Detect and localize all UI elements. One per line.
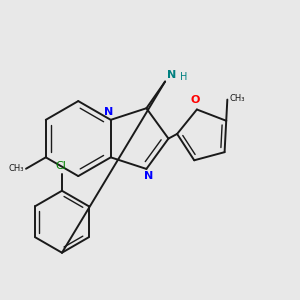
Text: N: N	[167, 70, 176, 80]
Text: CH₃: CH₃	[9, 164, 24, 173]
Text: N: N	[144, 171, 154, 181]
Text: N: N	[104, 107, 114, 117]
Text: H: H	[180, 72, 187, 82]
Text: Cl: Cl	[55, 161, 66, 171]
Text: CH₃: CH₃	[230, 94, 245, 103]
Text: O: O	[190, 94, 200, 105]
